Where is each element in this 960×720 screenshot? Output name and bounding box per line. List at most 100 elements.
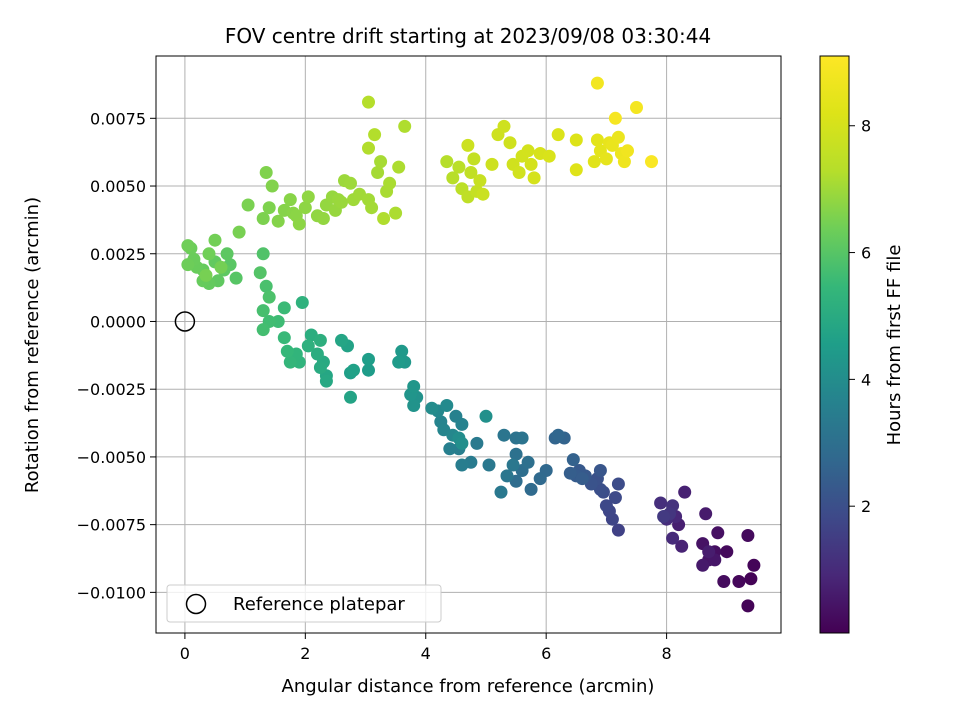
data-point — [732, 575, 746, 588]
data-point — [283, 193, 297, 207]
y-tick-label: −0.0075 — [77, 516, 146, 535]
y-tick-label: 0.0075 — [90, 109, 146, 128]
colorbar-tick-label: 8 — [861, 117, 871, 136]
colorbar-ticks: 2 4 6 8 — [849, 117, 871, 516]
data-point — [425, 401, 439, 415]
data-point — [389, 206, 403, 220]
data-point — [621, 144, 634, 158]
data-point — [202, 247, 216, 261]
y-tick-label: 0.0025 — [90, 245, 146, 264]
data-point — [344, 390, 357, 404]
data-point — [256, 304, 270, 318]
data-point — [551, 128, 565, 142]
data-point — [377, 212, 391, 225]
data-point — [446, 171, 460, 185]
data-point — [256, 323, 270, 337]
data-point — [277, 301, 291, 315]
data-point — [744, 572, 758, 586]
data-point — [611, 523, 625, 537]
data-point — [608, 111, 622, 125]
data-point — [344, 176, 357, 190]
data-point — [506, 458, 520, 472]
data-point — [301, 190, 315, 204]
data-point — [347, 363, 360, 377]
data-point — [181, 258, 195, 272]
data-point — [747, 558, 761, 572]
data-point — [711, 526, 725, 540]
data-point — [392, 160, 406, 174]
data-point — [229, 271, 243, 285]
data-point — [608, 491, 622, 505]
data-point — [527, 171, 541, 185]
data-point — [497, 428, 511, 442]
data-point — [280, 344, 294, 358]
data-point — [452, 160, 466, 174]
chart-title: FOV centre drift starting at 2023/09/08 … — [225, 24, 711, 48]
data-point — [241, 198, 255, 212]
data-point — [262, 290, 276, 304]
data-point — [362, 141, 375, 155]
data-point — [485, 157, 499, 171]
colorbar-label: Hours from first FF file — [884, 245, 905, 446]
data-point — [368, 128, 382, 142]
data-point — [277, 331, 291, 345]
data-point — [521, 144, 535, 158]
data-point — [455, 458, 469, 472]
data-point — [717, 575, 731, 588]
x-tick-label: 6 — [541, 644, 551, 663]
data-point — [310, 347, 324, 361]
data-point — [503, 136, 517, 150]
data-point — [524, 157, 538, 171]
x-axis-ticks: 0 2 4 6 8 — [180, 633, 672, 663]
data-point — [473, 174, 487, 188]
data-point — [497, 119, 511, 133]
data-point — [599, 152, 613, 166]
data-point — [301, 339, 315, 353]
data-point — [593, 464, 607, 477]
data-point — [374, 155, 388, 169]
colorbar-gradient — [819, 55, 850, 634]
data-point — [524, 482, 538, 496]
data-point — [509, 447, 523, 461]
data-point — [470, 436, 484, 450]
x-tick-label: 8 — [662, 644, 672, 663]
data-point — [262, 201, 276, 215]
data-point — [494, 485, 508, 499]
y-tick-label: 0.0000 — [90, 312, 146, 331]
data-point — [720, 545, 734, 559]
data-point — [271, 214, 285, 228]
data-point — [455, 417, 469, 431]
data-point — [533, 472, 547, 486]
data-point — [362, 363, 375, 377]
data-point — [575, 472, 589, 486]
legend-marker — [185, 593, 207, 615]
data-point — [395, 344, 409, 358]
data-point — [256, 212, 270, 225]
data-point — [512, 166, 526, 179]
data-point — [283, 355, 297, 369]
legend-box — [166, 584, 442, 623]
legend-label: Reference platepar — [233, 594, 405, 615]
y-tick-label: −0.0100 — [77, 583, 146, 602]
data-point — [566, 453, 580, 467]
y-tick-label: 0.0050 — [90, 177, 146, 196]
data-point — [741, 529, 755, 542]
x-tick-label: 0 — [180, 644, 190, 663]
y-axis-label: Rotation from reference (arcmin) — [22, 197, 43, 493]
data-point — [259, 279, 273, 293]
data-point — [569, 163, 583, 177]
data-point — [362, 95, 375, 109]
data-point — [253, 266, 267, 280]
x-tick-label: 4 — [421, 644, 431, 663]
data-point — [295, 296, 309, 309]
data-point — [500, 469, 514, 483]
data-point — [657, 510, 671, 523]
data-point — [335, 333, 348, 347]
data-point — [265, 179, 279, 193]
data-point — [630, 101, 643, 114]
data-point — [181, 239, 195, 253]
data-point — [464, 166, 478, 179]
plot-frame — [155, 55, 782, 634]
data-point — [551, 428, 565, 442]
data-point — [590, 133, 604, 147]
